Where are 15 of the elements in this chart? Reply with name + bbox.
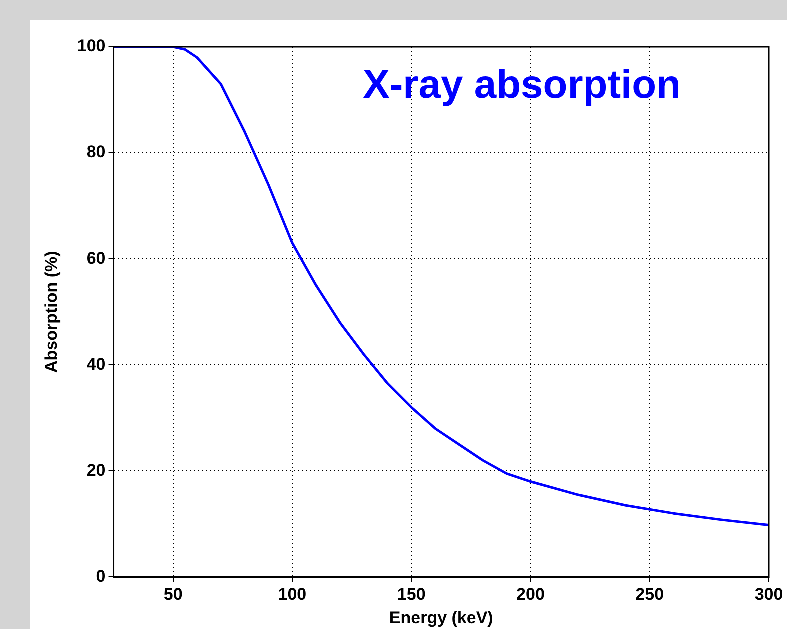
x-tick-label: 200	[516, 585, 545, 604]
x-axis-title: Energy (keV)	[389, 608, 494, 628]
y-tick-label: 40	[86, 354, 106, 374]
x-tick-label: 300	[754, 585, 784, 604]
y-tick-label: 20	[86, 460, 106, 480]
y-tick-label: 60	[86, 248, 106, 268]
x-tick-label: 50	[164, 585, 183, 604]
y-tick-label: 80	[86, 142, 106, 162]
x-tick-label: 250	[636, 585, 664, 604]
annotation: X-ray absorption	[363, 63, 681, 108]
y-tick-label: 100	[77, 36, 106, 56]
y-tick-label: 0	[96, 566, 106, 586]
y-axis-title: Absorption (%)	[42, 251, 61, 374]
x-tick-label: 100	[278, 585, 307, 604]
x-tick-label: 150	[397, 585, 426, 604]
